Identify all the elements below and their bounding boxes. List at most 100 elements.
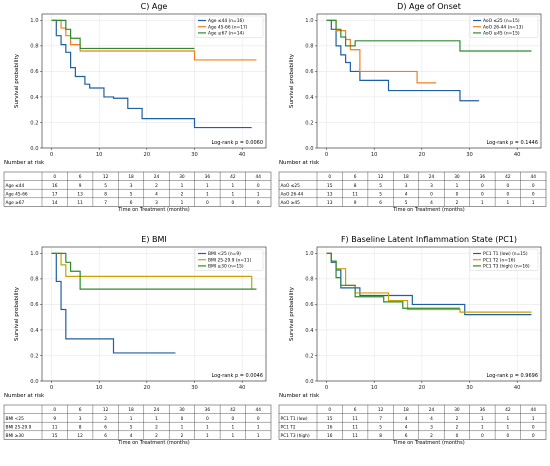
risk-table-value: 4 <box>405 191 408 197</box>
risk-table-value: 1 <box>231 183 234 189</box>
y-tick-label: 0.2 <box>305 120 313 126</box>
y-tick-label: 1.0 <box>30 251 38 257</box>
risk-table-value: 8 <box>104 191 107 197</box>
risk-table-time: 24 <box>154 407 160 413</box>
risk-table-value: 3 <box>430 183 433 189</box>
x-tick-label: 10 <box>96 152 103 158</box>
risk-table-value: 11 <box>52 424 58 430</box>
risk-table-time: 0 <box>328 174 331 180</box>
legend-label: Age ≥67 (n=14) <box>208 31 244 37</box>
risk-table-time: 30 <box>454 174 460 180</box>
y-tick-label: 1.0 <box>30 18 38 24</box>
risk-table-value: 4 <box>130 433 133 439</box>
risk-table-value: 1 <box>506 416 509 422</box>
x-tick-label: 30 <box>191 152 198 158</box>
risk-table-time: 36 <box>205 174 211 180</box>
risk-table-time: 12 <box>378 174 384 180</box>
legend-box <box>469 248 539 271</box>
y-tick-label: 0.6 <box>30 302 38 308</box>
risk-table-value: 1 <box>206 191 209 197</box>
risk-table-value: 1 <box>181 200 184 206</box>
risk-table-value: 5 <box>379 424 382 430</box>
y-tick-label: 1.0 <box>305 251 313 257</box>
risk-table-value: 0 <box>481 191 484 197</box>
risk-table-value: 6 <box>405 433 408 439</box>
risk-table-value: 1 <box>532 200 535 206</box>
risk-table-group-label: AoO ≥45 <box>281 200 301 206</box>
risk-table-value: 1 <box>130 416 133 422</box>
risk-table-value: 0 <box>532 433 535 439</box>
risk-table-value: 0 <box>257 200 260 206</box>
risk-table-value: 0 <box>481 183 484 189</box>
y-tick-label: 0.0 <box>30 146 38 152</box>
risk-table-value: 0 <box>206 200 209 206</box>
legend-label: Age ≤44 (n=16) <box>208 18 244 24</box>
x-axis-label: Time on Treatment (months) <box>117 207 189 213</box>
risk-table-time: 12 <box>378 407 384 413</box>
plot-frame <box>41 13 267 149</box>
risk-table-time: 36 <box>480 174 486 180</box>
number-at-risk-title: Number at risk <box>4 393 45 399</box>
risk-table-value: 4 <box>155 191 158 197</box>
y-axis-label: Survival probability <box>289 53 295 108</box>
x-tick-label: 30 <box>466 152 473 158</box>
risk-table-time: 42 <box>230 407 236 413</box>
risk-table-value: 6 <box>379 200 382 206</box>
y-tick-label: 0.6 <box>305 69 313 75</box>
risk-table-value: 2 <box>155 424 158 430</box>
y-tick-label: 0.6 <box>30 69 38 75</box>
risk-table-value: 0 <box>257 416 260 422</box>
y-tick-label: 0.4 <box>30 328 39 334</box>
risk-table-value: 11 <box>352 433 358 439</box>
risk-table-time: 30 <box>454 407 460 413</box>
risk-table-value: 0 <box>206 416 209 422</box>
legend-label: BMI <25 (n=9) <box>208 251 241 257</box>
risk-table-value: 0 <box>532 424 535 430</box>
survival-curve-2 <box>326 19 437 84</box>
risk-table-value: 5 <box>130 191 133 197</box>
km-panel-age-of-onset: D) Age of Onset 0.0 0.2 0.4 0.6 0.8 1.0 0 10 20 30… <box>275 0 550 233</box>
risk-table-group-label: PC1 T3 (high) <box>281 433 310 439</box>
risk-table-group-label: Age ≤44 <box>6 183 25 189</box>
risk-table-time: 30 <box>179 407 185 413</box>
risk-table-time: 36 <box>480 407 486 413</box>
risk-table-value: 1 <box>231 424 234 430</box>
y-tick-label: 0.0 <box>305 146 313 152</box>
logrank-pvalue: Log-rank p = 0.9696 <box>486 373 538 379</box>
risk-table-value: 11 <box>352 416 358 422</box>
chart-title: D) Age of Onset <box>397 2 461 11</box>
y-tick-label: 0.4 <box>305 95 314 101</box>
chart-title: E) BMI <box>141 235 166 244</box>
x-tick-label: 30 <box>466 385 473 391</box>
legend-label: AoO 26-44 (n=13) <box>483 24 523 30</box>
legend-label: PC1 T1 (low) (n=15) <box>483 251 528 257</box>
risk-table-value: 5 <box>379 183 382 189</box>
y-tick-label: 0.0 <box>30 379 38 385</box>
risk-table-time: 0 <box>328 407 331 413</box>
legend-label: BMI 25-29.9 (n=11) <box>208 257 252 263</box>
risk-table-value: 2 <box>181 433 184 439</box>
logrank-pvalue: Log-rank p = 0.0060 <box>211 140 263 146</box>
risk-table-value: 0 <box>481 433 484 439</box>
x-axis-label: Time on Treatment (months) <box>117 440 189 446</box>
survival-curve-3 <box>326 252 460 309</box>
risk-table-value: 0 <box>532 191 535 197</box>
survival-curve-1 <box>326 19 480 102</box>
risk-table-value: 2 <box>104 416 107 422</box>
risk-table-time: 18 <box>128 407 134 413</box>
risk-table-value: 0 <box>231 200 234 206</box>
risk-table-value: 8 <box>79 424 82 430</box>
risk-table-time: 24 <box>154 174 160 180</box>
risk-table-value: 17 <box>52 191 58 197</box>
x-tick-label: 10 <box>96 385 103 391</box>
survival-curve-2 <box>51 19 257 61</box>
risk-table-value: 13 <box>327 191 333 197</box>
legend-label: BMI ≥30 (n=15) <box>208 264 244 270</box>
y-tick-label: 0.8 <box>30 44 38 50</box>
y-tick-label: 0.2 <box>30 120 38 126</box>
risk-table-value: 13 <box>77 191 83 197</box>
risk-table-value: 1 <box>481 424 484 430</box>
x-tick-label: 20 <box>144 385 151 391</box>
